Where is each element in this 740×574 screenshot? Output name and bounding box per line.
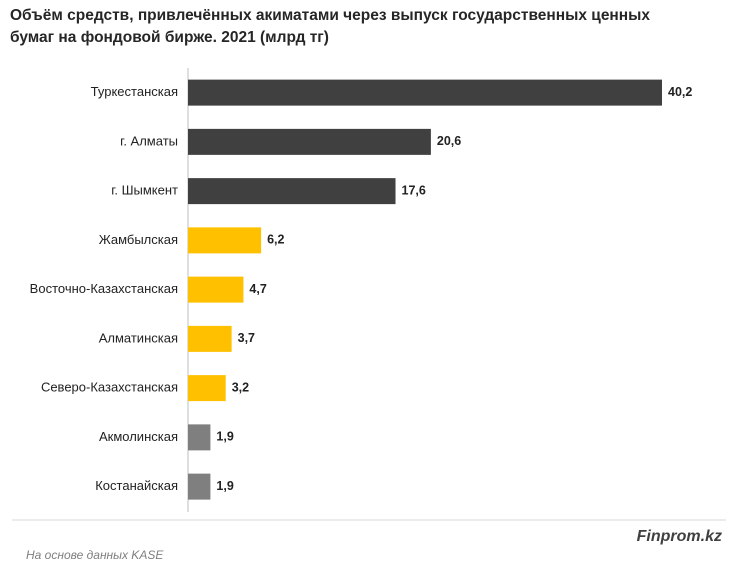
- category-label: г. Алматы: [120, 133, 178, 148]
- category-label: Северо-Казахстанская: [41, 380, 178, 395]
- bar: [188, 79, 662, 106]
- value-label: 1,9: [216, 479, 233, 493]
- category-label: Акмолинская: [99, 429, 178, 444]
- source-note: На основе данных KASE: [26, 548, 164, 562]
- category-label: Алматинская: [99, 330, 178, 345]
- bar: [188, 276, 244, 303]
- category-label: Костанайская: [95, 478, 178, 493]
- value-label: 17,6: [402, 183, 426, 197]
- bar: [188, 128, 431, 155]
- value-label: 6,2: [267, 233, 284, 247]
- brand: Finprom.kz: [637, 528, 722, 545]
- chart-title: Объём средств, привлечённых акиматами че…: [10, 7, 650, 24]
- bar: [188, 325, 232, 352]
- bar: [188, 473, 211, 500]
- chart-title: бумаг на фондовой бирже. 2021 (млрд тг): [10, 29, 329, 46]
- category-label: Туркестанская: [91, 84, 178, 99]
- category-label: г. Шымкент: [111, 183, 178, 198]
- bar: [188, 375, 226, 402]
- value-label: 3,2: [232, 380, 249, 394]
- value-label: 3,7: [238, 331, 255, 345]
- category-label: Жамбылская: [99, 232, 178, 247]
- bar: [188, 424, 211, 451]
- value-label: 4,7: [249, 282, 266, 296]
- value-label: 40,2: [668, 85, 692, 99]
- bar: [188, 178, 396, 205]
- value-label: 20,6: [437, 134, 461, 148]
- category-label: Восточно-Казахстанская: [30, 281, 178, 296]
- bar: [188, 227, 262, 254]
- value-label: 1,9: [216, 430, 233, 444]
